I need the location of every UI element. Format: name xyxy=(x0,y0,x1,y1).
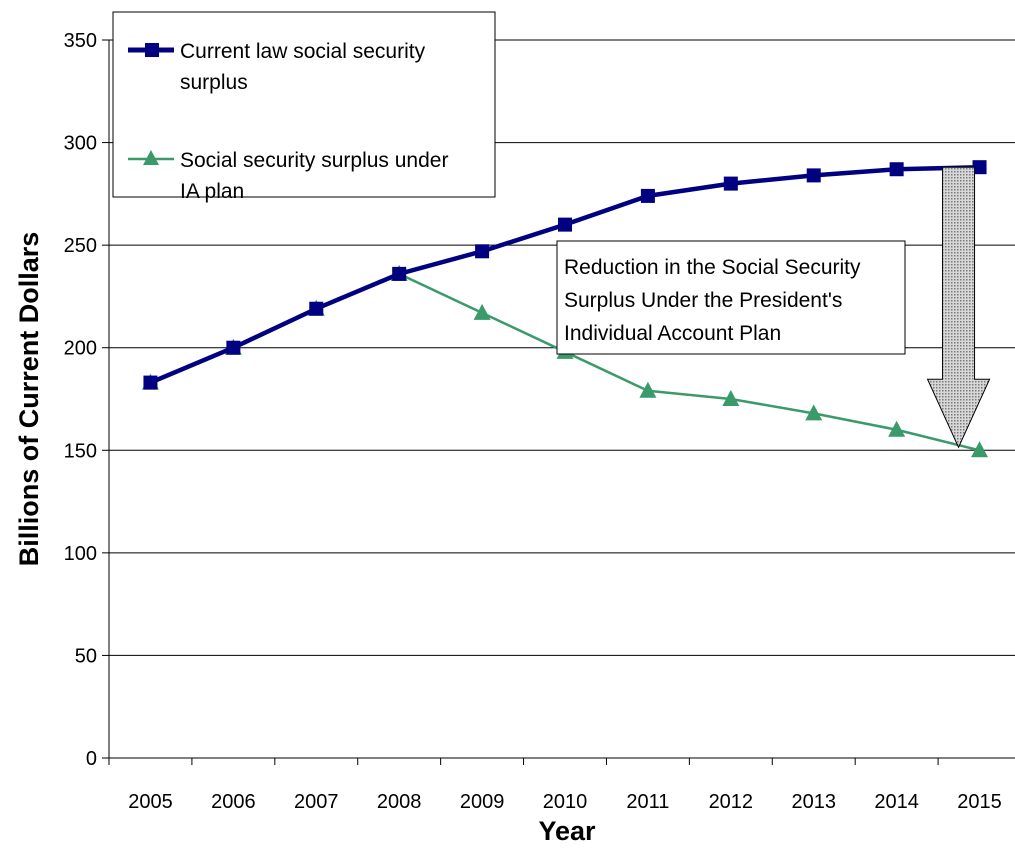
legend-label-ia-plan-line-2: IA plan xyxy=(180,180,244,203)
legend-triangle-marker-icon xyxy=(143,150,159,165)
legend-frame xyxy=(112,11,496,198)
data-point-square xyxy=(972,160,987,175)
data-point-square xyxy=(309,301,324,316)
legend-label-current-law-line-2: surplus xyxy=(180,71,248,94)
x-tick-label: 2006 xyxy=(211,791,256,813)
data-point-square xyxy=(723,176,738,191)
down-arrow-icon xyxy=(926,166,991,449)
legend-entry-ia-plan: Social security surplus under IA plan xyxy=(128,149,448,203)
data-point-square xyxy=(475,244,490,259)
annotation-frame xyxy=(556,240,906,355)
y-tick-label: 300 xyxy=(64,133,97,155)
annotation-box: Reduction in the Social Security Surplus… xyxy=(556,240,906,355)
data-point-square xyxy=(806,168,821,183)
x-tick-label: 2011 xyxy=(626,791,669,813)
data-point-square xyxy=(226,340,241,355)
x-tick-label: 2013 xyxy=(791,791,836,813)
y-tick-labels: 0 50 100 150 200 250 300 350 xyxy=(64,30,97,770)
y-tick-label: 50 xyxy=(75,645,97,667)
x-tick-label: 2010 xyxy=(543,791,588,813)
y-tick-label: 150 xyxy=(64,440,97,462)
axes xyxy=(102,39,1015,765)
y-tick-label: 100 xyxy=(64,543,97,565)
data-point-triangle xyxy=(971,441,989,458)
y-tick-label: 0 xyxy=(86,748,97,770)
data-point-triangle xyxy=(888,420,906,437)
legend-square-marker-icon xyxy=(145,43,159,57)
x-tick-label: 2014 xyxy=(874,791,919,813)
legend-label-current-law-line-1: Current law social security xyxy=(180,40,426,63)
data-point-square xyxy=(558,217,572,232)
legend-label-ia-plan-line-1: Social security surplus under xyxy=(180,149,448,172)
data-point-square xyxy=(392,266,407,281)
y-axis-title: Billions of Current Dollars xyxy=(14,232,44,567)
x-tick-labels: 2005 2006 2007 2008 2009 2010 2011 2012 2013 2014… xyxy=(128,791,1002,813)
y-tick-label: 250 xyxy=(64,235,97,257)
data-point-square xyxy=(143,375,158,390)
data-point-triangle xyxy=(639,381,657,398)
data-point-square xyxy=(889,162,904,177)
data-point-triangle xyxy=(805,404,823,421)
legend-entry-current-law: Current law social security surplus xyxy=(128,40,426,94)
y-tick-label: 200 xyxy=(64,338,97,360)
reduction-arrow xyxy=(926,166,991,449)
annotation-line-3: Individual Account Plan xyxy=(564,322,781,345)
annotation-line-1: Reduction in the Social Security xyxy=(564,256,861,279)
x-tick-label: 2015 xyxy=(957,791,1002,813)
x-tick-label: 2008 xyxy=(377,791,422,813)
x-tick-label: 2007 xyxy=(294,791,339,813)
x-tick-label: 2005 xyxy=(128,791,173,813)
x-axis-title: Year xyxy=(538,816,596,846)
data-point-triangle xyxy=(473,303,491,320)
x-tick-label: 2009 xyxy=(460,791,505,813)
annotation-line-2: Surplus Under the President's xyxy=(564,289,842,312)
data-point-square xyxy=(640,188,655,203)
y-tick-label: 350 xyxy=(64,30,97,52)
data-point-triangle xyxy=(722,390,740,406)
x-tick-label: 2012 xyxy=(709,791,754,813)
legend: Current law social security surplus Soci… xyxy=(112,11,496,203)
